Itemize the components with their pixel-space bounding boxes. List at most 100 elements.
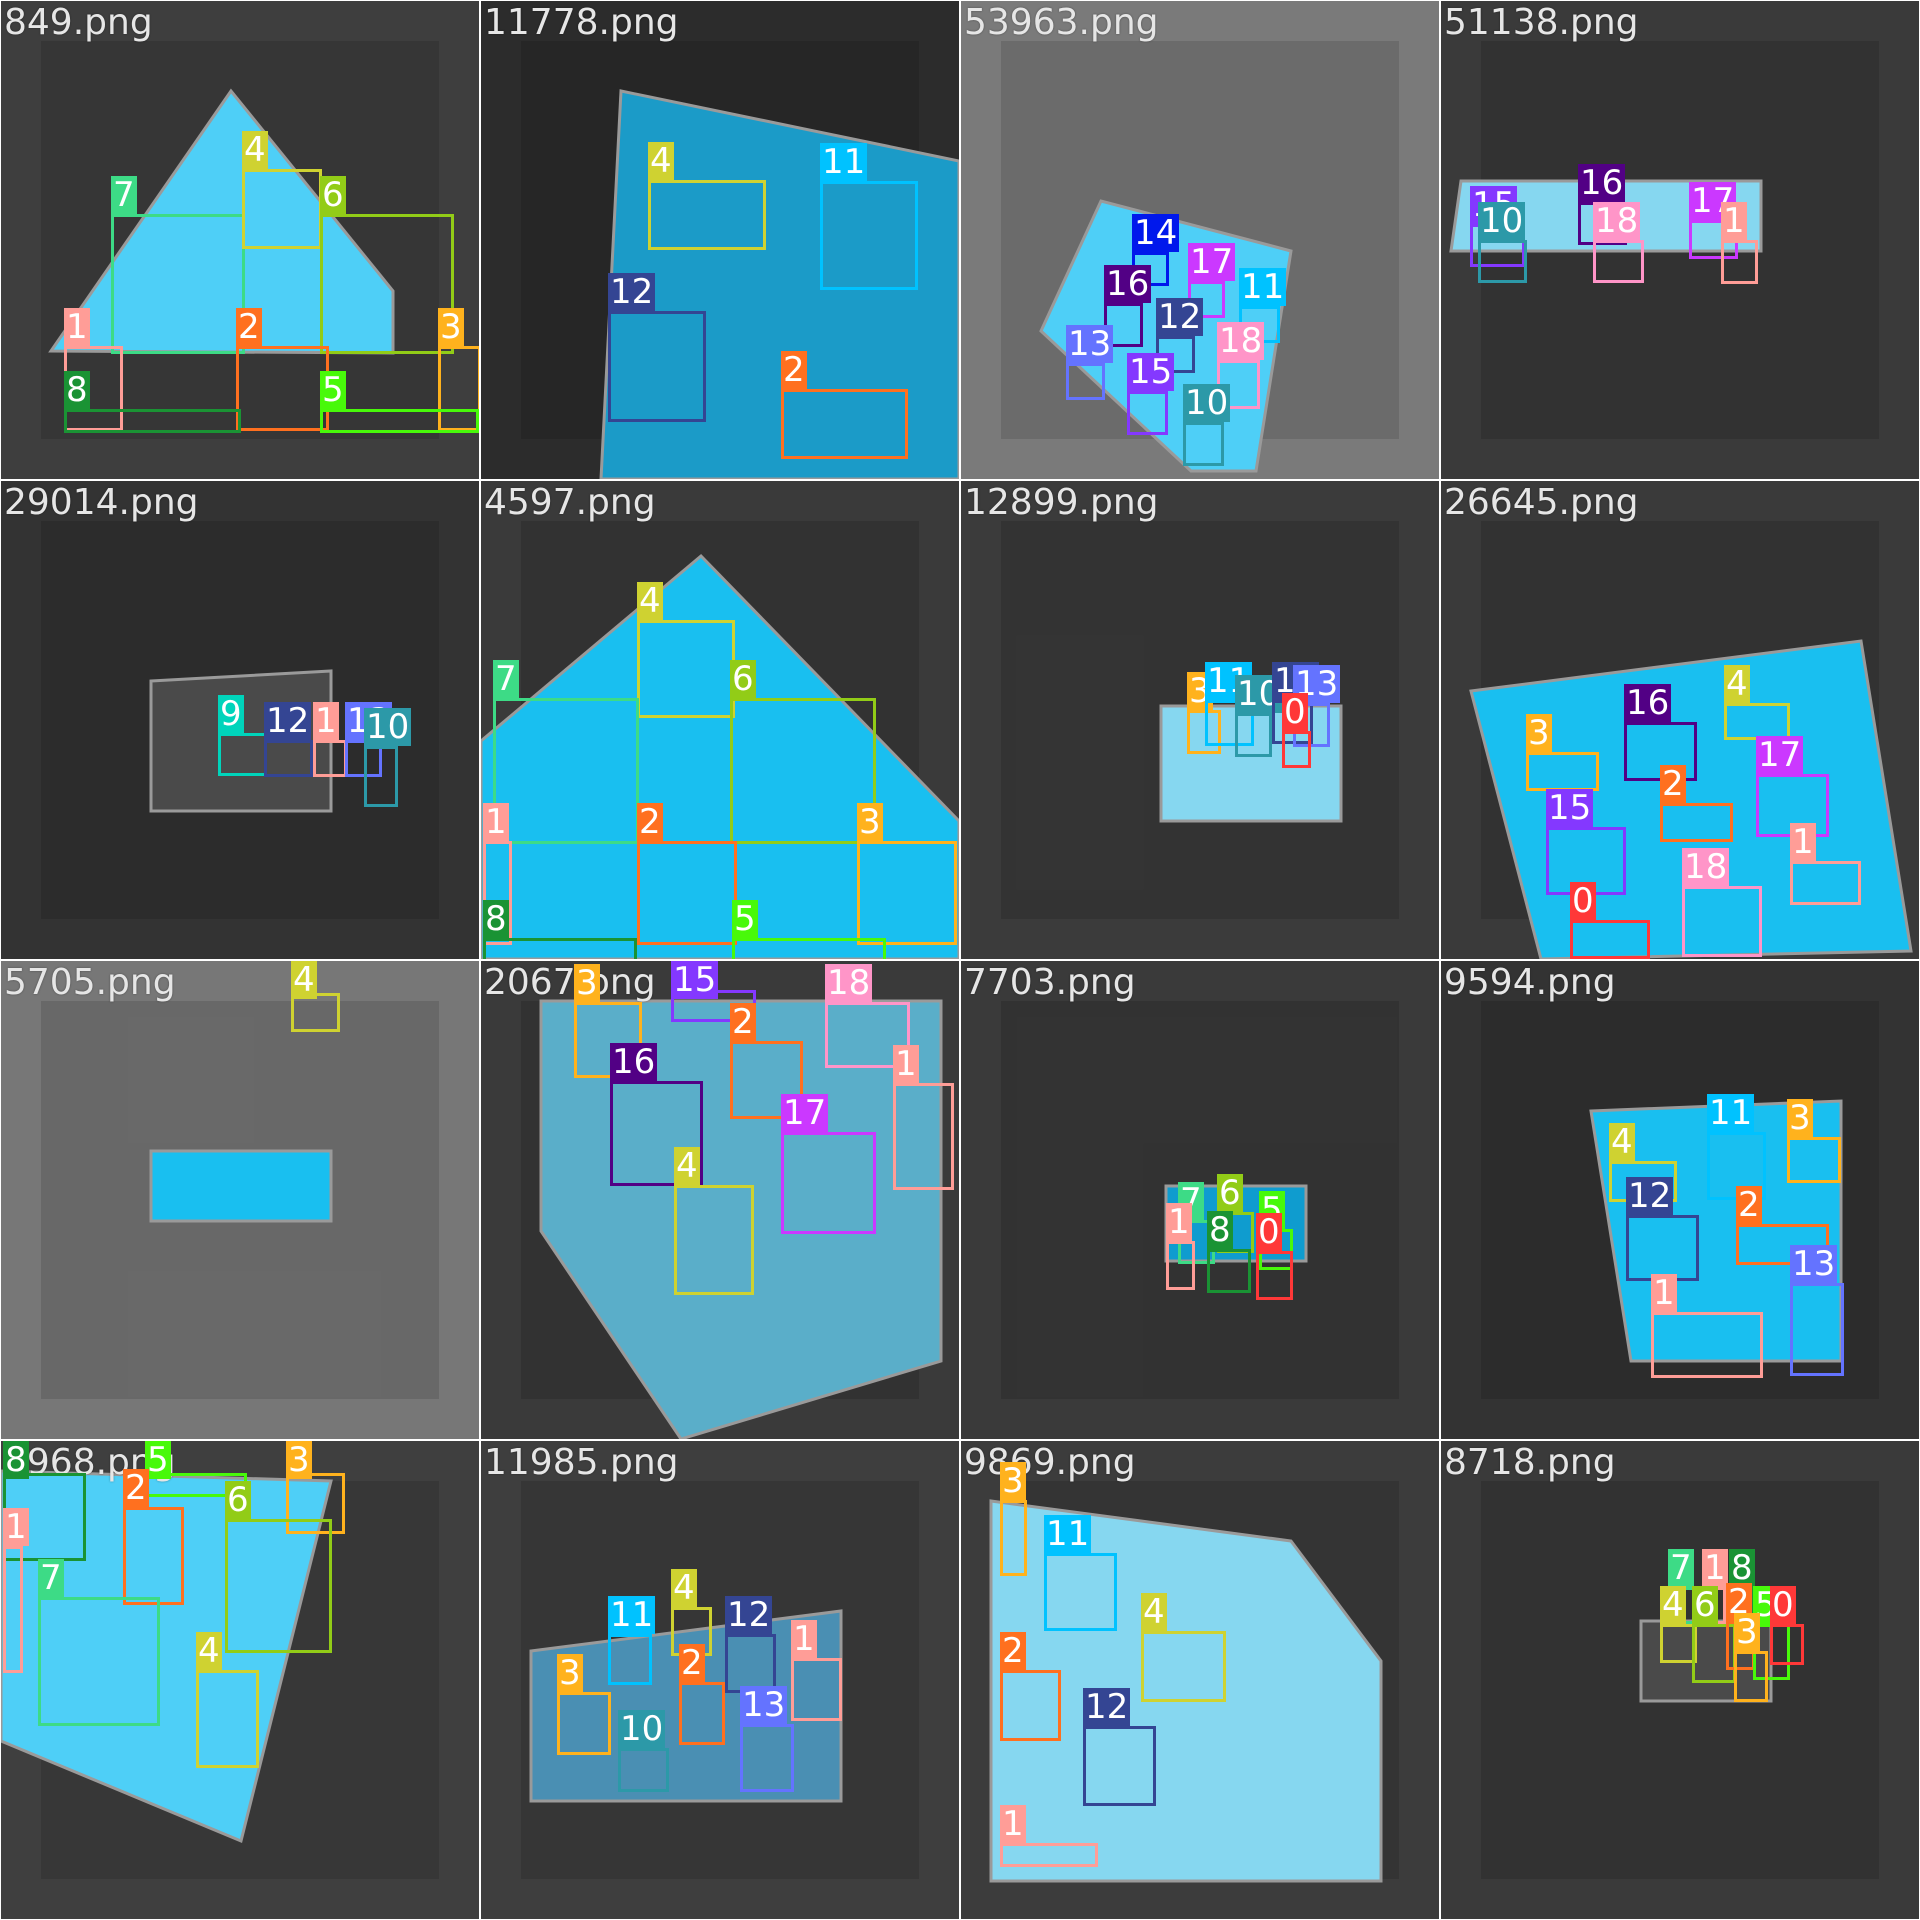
detection-box	[1721, 240, 1758, 284]
class-label: 5	[320, 370, 346, 410]
scene-render	[1001, 521, 1399, 919]
class-label: 5	[732, 899, 758, 939]
detection-box	[781, 1132, 876, 1234]
detection-box	[196, 1670, 259, 1768]
scene-render	[1, 1469, 439, 1879]
class-label: 1	[3, 1507, 29, 1547]
class-label: 13	[1790, 1244, 1838, 1284]
class-label: 1	[1651, 1273, 1677, 1313]
detection-box	[1478, 240, 1527, 283]
detection-box	[1000, 1500, 1027, 1576]
detection-box	[610, 1081, 703, 1186]
filename-label: 8718.png	[1444, 1442, 1616, 1483]
detection-box	[1205, 700, 1254, 746]
detection-box	[1787, 1137, 1841, 1183]
detection-box	[674, 1185, 754, 1295]
class-label: 2	[123, 1468, 149, 1508]
detection-box	[574, 1002, 642, 1078]
detection-box	[637, 841, 737, 945]
filename-label: 2067.png	[484, 962, 656, 1003]
detection-box	[345, 740, 382, 777]
detection-box	[438, 346, 479, 431]
filename-label: 29014.png	[4, 482, 199, 523]
class-label: 13	[740, 1685, 788, 1725]
scene-render	[521, 1481, 919, 1879]
detection-box	[1083, 1726, 1156, 1806]
detection-box	[1526, 752, 1599, 791]
result-tile: 12899.png3111012130	[961, 481, 1439, 959]
class-label: 6	[1217, 1173, 1243, 1213]
filename-label: 7703.png	[964, 962, 1136, 1003]
result-tile: 11778.png 4 11 12 2	[481, 1, 959, 479]
class-label: 1	[64, 307, 90, 347]
class-label: 12	[725, 1595, 773, 1635]
detection-box	[1626, 1215, 1699, 1281]
class-label: 10	[364, 707, 412, 747]
detection-box	[618, 1748, 669, 1792]
detection-box	[557, 1692, 611, 1755]
detection-box	[64, 409, 241, 433]
class-label: 1	[1721, 201, 1747, 241]
detection-box	[264, 740, 313, 777]
class-label: 12	[1156, 297, 1204, 337]
detection-box	[3, 1546, 23, 1673]
class-label: 3	[574, 963, 600, 1003]
detection-box	[730, 698, 876, 844]
detection-box	[1256, 1251, 1293, 1300]
detection-box	[286, 1473, 345, 1534]
detection-box	[483, 841, 512, 945]
detection-box	[857, 841, 957, 945]
filename-label: 53963.png	[964, 2, 1159, 43]
detection-box	[740, 1724, 794, 1792]
class-label: 1	[791, 1619, 817, 1659]
filename-label: 9594.png	[1444, 962, 1616, 1003]
detection-box	[1187, 710, 1221, 754]
filename-label: 12899.png	[964, 482, 1159, 523]
class-label: 11	[1239, 267, 1287, 307]
bin-floor	[1, 1469, 333, 1844]
class-label: 18	[825, 963, 873, 1003]
class-label: 4	[242, 130, 268, 170]
detection-box	[1207, 1249, 1251, 1293]
class-label: 3	[286, 1441, 312, 1480]
class-label: 2	[679, 1643, 705, 1683]
class-label: 8	[64, 370, 90, 410]
class-label: 1	[1702, 1548, 1728, 1588]
bin-floor	[481, 553, 959, 959]
detection-box	[1282, 731, 1311, 768]
class-label: 16	[1578, 163, 1626, 203]
detection-box	[364, 746, 398, 807]
class-label: 1	[1000, 1804, 1026, 1844]
class-label: 1	[1790, 822, 1816, 862]
class-label: 0	[1282, 692, 1308, 732]
detection-box	[781, 389, 908, 459]
class-label: 4	[648, 141, 674, 181]
class-label: 11	[820, 142, 868, 182]
class-label: 2	[781, 350, 807, 390]
scene-render	[41, 1001, 439, 1399]
class-label: 2	[1000, 1631, 1026, 1671]
detection-box	[1770, 1624, 1804, 1665]
class-label: 12	[1083, 1687, 1131, 1727]
class-label: 12	[1626, 1176, 1674, 1216]
class-label: 6	[225, 1480, 251, 1520]
class-label: 1	[483, 802, 509, 842]
result-tile: 11985.png 4 11 12 1 3 2 10 13	[481, 1441, 959, 1919]
detection-box	[732, 938, 886, 959]
scene-render	[1449, 41, 1879, 439]
class-label: 18	[1682, 847, 1730, 887]
class-label: 17	[1188, 242, 1236, 282]
detection-box	[1593, 240, 1644, 283]
detection-box	[791, 1658, 842, 1721]
class-label: 17	[1756, 735, 1804, 775]
class-label: 10	[1183, 383, 1231, 423]
class-label: 11	[1044, 1514, 1092, 1554]
class-label: 16	[1624, 683, 1672, 723]
class-label: 15	[1127, 352, 1175, 392]
detection-box	[1736, 1224, 1829, 1265]
class-label: 18	[1593, 201, 1641, 241]
result-tile: 26645.png 4 3 16 17 2 15 1 18 0	[1441, 481, 1919, 959]
class-label: 8	[1729, 1548, 1755, 1588]
result-tile: 8968.png 8 5 3 2 6 1 7 4	[1, 1441, 479, 1919]
filename-label: 51138.png	[1444, 2, 1639, 43]
